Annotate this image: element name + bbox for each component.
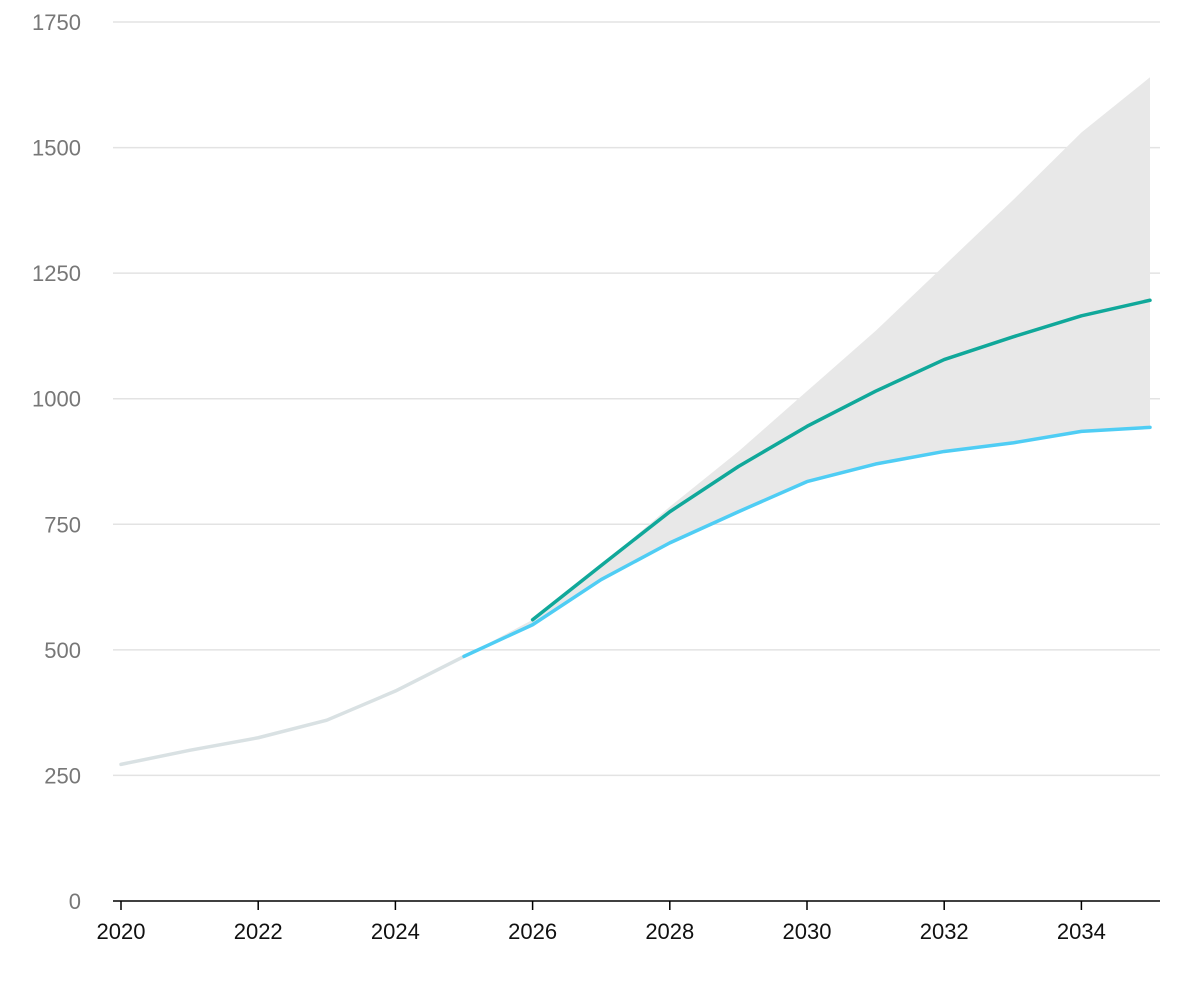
y-tick-label-250: 250 — [44, 763, 81, 788]
y-tick-label-1250: 1250 — [32, 261, 81, 286]
central-projection-line — [530, 298, 1152, 622]
x-axis — [113, 900, 1160, 910]
x-tick-label-2020: 2020 — [97, 919, 146, 944]
series-lines — [119, 298, 1152, 767]
x-tick-label-2024: 2024 — [371, 919, 420, 944]
x-tick-label-2026: 2026 — [508, 919, 557, 944]
x-tick-label-2034: 2034 — [1057, 919, 1106, 944]
x-tick-label-2022: 2022 — [234, 919, 283, 944]
y-axis-tick-labels: 0 250 500 750 1000 1250 1500 1750 — [32, 10, 81, 914]
projection-band — [464, 77, 1150, 657]
x-axis-tick-labels: 2020 2022 2024 2026 2028 2030 2032 2034 — [97, 919, 1106, 944]
projection-range-band — [464, 77, 1150, 657]
y-tick-label-1750: 1750 — [32, 10, 81, 35]
y-tick-label-500: 500 — [44, 638, 81, 663]
historical-line — [119, 654, 466, 767]
y-tick-label-0: 0 — [69, 889, 81, 914]
x-tick-label-2030: 2030 — [783, 919, 832, 944]
y-tick-label-1500: 1500 — [32, 136, 81, 161]
gridlines — [113, 21, 1160, 777]
y-tick-label-750: 750 — [44, 512, 81, 537]
x-tick-label-2028: 2028 — [645, 919, 694, 944]
y-tick-label-1000: 1000 — [32, 387, 81, 412]
lower-projection-line — [462, 425, 1152, 659]
x-tick-label-2032: 2032 — [920, 919, 969, 944]
